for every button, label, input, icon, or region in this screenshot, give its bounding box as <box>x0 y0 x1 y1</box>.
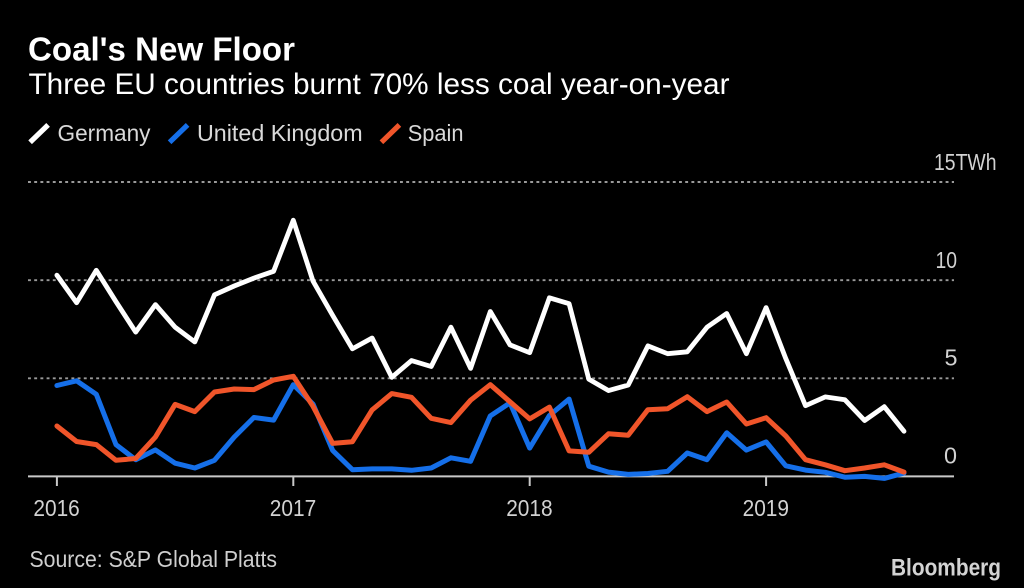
svg-text:2018: 2018 <box>506 495 552 521</box>
svg-text:Spain: Spain <box>408 120 464 146</box>
svg-text:15TWh: 15TWh <box>934 149 997 175</box>
svg-text:10: 10 <box>936 247 958 273</box>
svg-text:Source: S&P Global Platts: Source: S&P Global Platts <box>30 546 278 572</box>
svg-text:Coal's New Floor: Coal's New Floor <box>28 31 295 68</box>
svg-text:Bloomberg: Bloomberg <box>891 555 1001 582</box>
svg-text:2019: 2019 <box>743 495 789 521</box>
svg-text:2016: 2016 <box>33 495 79 521</box>
svg-text:5: 5 <box>945 345 958 371</box>
svg-text:Three EU countries burnt 70% l: Three EU countries burnt 70% less coal y… <box>29 68 730 101</box>
svg-text:Germany: Germany <box>58 120 151 146</box>
svg-text:0: 0 <box>944 443 957 469</box>
svg-text:United Kingdom: United Kingdom <box>197 120 363 146</box>
svg-text:2017: 2017 <box>270 495 316 521</box>
